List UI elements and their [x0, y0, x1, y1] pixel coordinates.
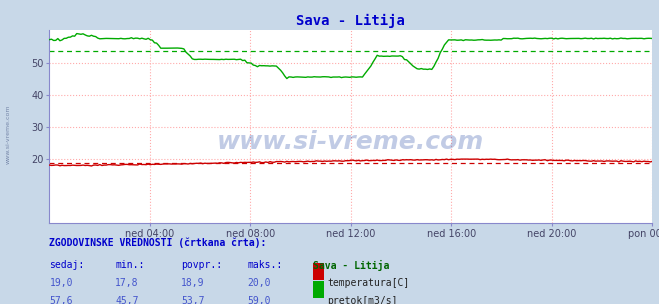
Title: Sava - Litija: Sava - Litija [297, 14, 405, 28]
Text: 53,7: 53,7 [181, 296, 205, 304]
Text: 59,0: 59,0 [247, 296, 271, 304]
Text: 19,0: 19,0 [49, 278, 73, 288]
Text: ZGODOVINSKE VREDNOSTI (črtkana črta):: ZGODOVINSKE VREDNOSTI (črtkana črta): [49, 237, 267, 248]
Text: 20,0: 20,0 [247, 278, 271, 288]
Text: www.si-vreme.com: www.si-vreme.com [5, 104, 11, 164]
Text: povpr.:: povpr.: [181, 260, 222, 270]
Text: 18,9: 18,9 [181, 278, 205, 288]
Text: sedaj:: sedaj: [49, 260, 84, 270]
Text: Sava - Litija: Sava - Litija [313, 260, 389, 271]
Text: www.si-vreme.com: www.si-vreme.com [217, 130, 484, 154]
Text: 45,7: 45,7 [115, 296, 139, 304]
Text: maks.:: maks.: [247, 260, 282, 270]
Text: 57,6: 57,6 [49, 296, 73, 304]
Text: 17,8: 17,8 [115, 278, 139, 288]
Text: min.:: min.: [115, 260, 145, 270]
Text: temperatura[C]: temperatura[C] [328, 278, 410, 288]
Text: pretok[m3/s]: pretok[m3/s] [328, 296, 398, 304]
